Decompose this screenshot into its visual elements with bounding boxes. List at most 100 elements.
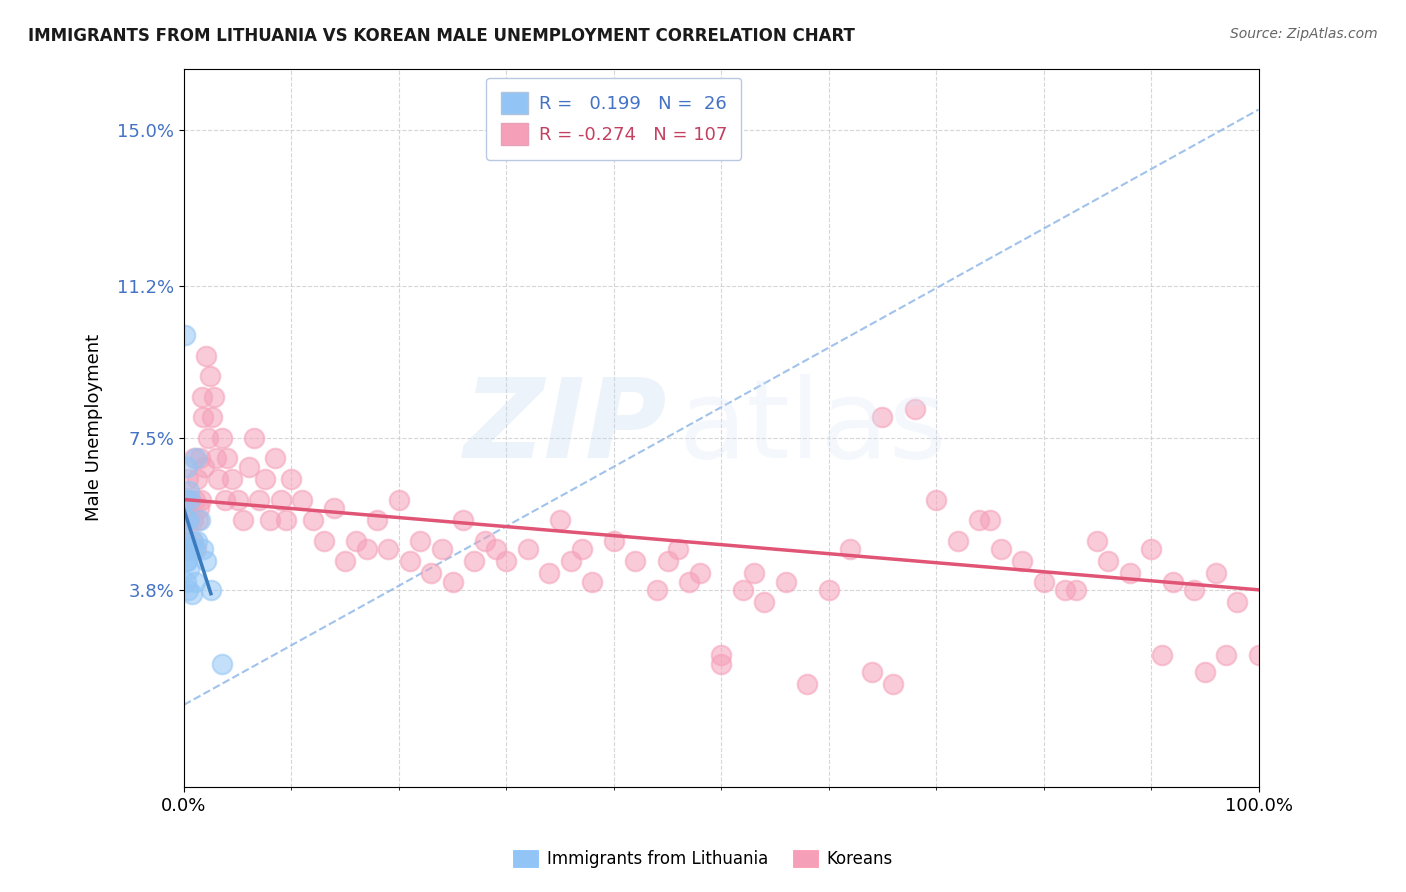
Point: [1247, 648, 1270, 663]
Point: [979, 513, 1001, 527]
Point: [1011, 554, 1033, 568]
Point: [179, 562, 201, 576]
Point: [1150, 648, 1173, 663]
Point: [967, 513, 990, 527]
Point: [323, 500, 346, 515]
Point: [184, 492, 207, 507]
Text: Source: ZipAtlas.com: Source: ZipAtlas.com: [1230, 27, 1378, 41]
Point: [200, 582, 222, 597]
Point: [201, 410, 224, 425]
Point: [581, 574, 603, 589]
Point: [191, 390, 214, 404]
Point: [202, 390, 225, 404]
Point: [205, 451, 228, 466]
Point: [1097, 554, 1119, 568]
Point: [1140, 541, 1163, 556]
Point: [1064, 582, 1087, 597]
Point: [538, 566, 561, 581]
Point: [176, 459, 198, 474]
Point: [872, 410, 894, 425]
Point: [177, 513, 200, 527]
Point: [1182, 582, 1205, 597]
Point: [860, 665, 883, 679]
Point: [179, 513, 201, 527]
Point: [1161, 574, 1184, 589]
Point: [388, 492, 411, 507]
Point: [174, 574, 197, 589]
Point: [516, 541, 538, 556]
Point: [645, 582, 668, 597]
Point: [180, 587, 202, 601]
Point: [214, 492, 236, 507]
Point: [177, 472, 200, 486]
Point: [335, 554, 357, 568]
Point: [280, 472, 302, 486]
Point: [174, 533, 197, 548]
Point: [247, 492, 270, 507]
Legend: R =   0.199   N =  26, R = -0.274   N = 107: R = 0.199 N = 26, R = -0.274 N = 107: [486, 78, 741, 160]
Point: [657, 554, 679, 568]
Point: [197, 431, 219, 445]
Point: [177, 582, 200, 597]
Point: [238, 459, 260, 474]
Point: [710, 648, 733, 663]
Point: [186, 533, 208, 548]
Point: [409, 533, 432, 548]
Point: [1118, 566, 1140, 581]
Point: [990, 541, 1012, 556]
Point: [184, 451, 207, 466]
Point: [548, 513, 571, 527]
Point: [377, 541, 399, 556]
Point: [215, 451, 238, 466]
Point: [181, 513, 204, 527]
Point: [174, 554, 197, 568]
Point: [179, 484, 201, 499]
Point: [925, 492, 948, 507]
Point: [453, 513, 475, 527]
Point: [188, 451, 211, 466]
Point: [775, 574, 797, 589]
Y-axis label: Male Unemployment: Male Unemployment: [86, 334, 103, 521]
Point: [174, 541, 197, 556]
Point: [463, 554, 485, 568]
Point: [176, 554, 198, 568]
Point: [1194, 665, 1216, 679]
Point: [179, 492, 201, 507]
Point: [1205, 566, 1227, 581]
Point: [226, 492, 249, 507]
Point: [420, 566, 443, 581]
Legend: Immigrants from Lithuania, Koreans: Immigrants from Lithuania, Koreans: [506, 843, 900, 875]
Point: [190, 492, 212, 507]
Point: [176, 492, 198, 507]
Point: [430, 541, 453, 556]
Point: [183, 541, 205, 556]
Point: [839, 541, 862, 556]
Point: [344, 533, 367, 548]
Point: [882, 677, 904, 691]
Point: [1226, 595, 1249, 609]
Point: [184, 541, 207, 556]
Point: [211, 431, 233, 445]
Point: [193, 410, 215, 425]
Point: [366, 513, 388, 527]
Point: [571, 541, 593, 556]
Point: [177, 541, 200, 556]
Point: [710, 657, 733, 671]
Point: [186, 472, 208, 486]
Point: [603, 533, 626, 548]
Point: [184, 574, 207, 589]
Point: [253, 472, 276, 486]
Point: [904, 402, 927, 417]
Point: [176, 513, 198, 527]
Point: [194, 349, 217, 363]
Point: [624, 554, 647, 568]
Point: [560, 554, 582, 568]
Text: atlas: atlas: [678, 374, 946, 481]
Point: [187, 513, 209, 527]
Point: [198, 369, 221, 384]
Point: [817, 582, 839, 597]
Point: [221, 472, 243, 486]
Point: [302, 513, 325, 527]
Point: [193, 541, 215, 556]
Text: ZIP: ZIP: [464, 374, 668, 481]
